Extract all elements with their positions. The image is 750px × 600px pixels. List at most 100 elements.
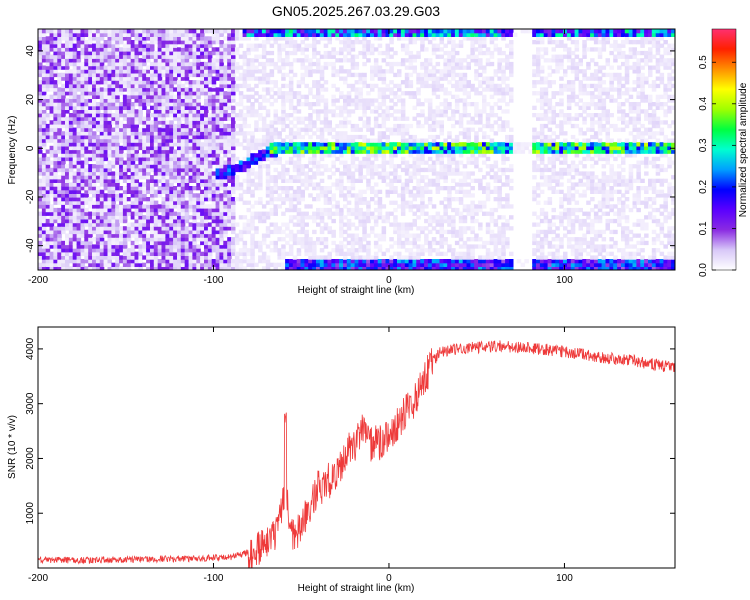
heatmap-cell [161,123,166,129]
heatmap-cell [381,69,387,74]
heatmap-cell [350,54,356,59]
heatmap-cell [130,116,136,121]
heatmap-cell [88,127,93,132]
heatmap-cell [153,204,159,209]
heatmap-cell [200,251,205,256]
heatmap-cell [343,32,348,37]
heatmap-cell [95,244,101,249]
heatmap-cell [381,262,387,267]
heatmap-cell [343,54,348,59]
heatmap-cell [215,222,221,227]
heatmap-cell [335,87,340,92]
heatmap-cell [261,240,267,246]
heatmap-cell [362,61,367,67]
heatmap-cell [180,142,186,147]
heatmap-cell [312,69,317,74]
heatmap-cell [277,87,282,92]
heatmap-cell [57,91,62,96]
heatmap-cell [188,134,194,140]
heatmap-cell [68,149,74,154]
heatmap-cell [142,61,147,67]
heatmap-cell [327,207,332,213]
heatmap-cell [308,262,313,267]
heatmap-cell [227,113,232,118]
heatmap-cell [122,186,128,191]
heatmap-cell [99,197,105,202]
heatmap-cell [231,94,236,99]
heatmap-cell [146,83,151,89]
heatmap-cell [273,149,278,154]
heatmap-cell [173,237,178,242]
heatmap-cell [150,43,155,48]
heatmap-cell [76,189,82,194]
heatmap-cell [76,237,82,242]
heatmap-cell [161,87,166,92]
heatmap-cell [215,175,221,180]
heatmap-cell [300,61,305,67]
heatmap-cell [153,131,159,136]
heatmap-cell [269,69,275,74]
heatmap-cell [153,153,159,158]
heatmap-cell [316,40,321,45]
heatmap-cell [49,171,55,176]
heatmap-cell [38,156,43,162]
heatmap-cell [122,207,128,213]
heatmap-cell [200,109,205,114]
heatmap-cell [308,61,313,67]
heatmap-cell [207,134,213,140]
heatmap-cell [130,145,136,151]
heatmap-cell [173,131,178,136]
heatmap-cell [308,32,313,37]
heatmap-cell [227,87,232,92]
heatmap-cell [57,102,62,107]
heatmap-cell [150,61,155,67]
heatmap-cell [103,98,109,103]
heatmap-cell [95,50,101,56]
heatmap-cell [319,153,325,158]
heatmap-cell [142,87,147,92]
heatmap-cell [41,233,47,238]
heatmap-cell [84,72,89,78]
heatmap-cell [146,240,151,246]
heatmap-cell [246,29,251,34]
heatmap-cell [142,244,147,249]
heatmap-cell [138,248,143,253]
heatmap-cell [227,40,232,45]
heatmap-cell [385,69,390,74]
heatmap-cell [188,240,194,246]
heatmap-cell [242,138,248,143]
heatmap-cell [61,149,66,154]
heatmap-cell [211,69,217,74]
heatmap-cell [354,259,360,264]
heatmap-cell [319,69,325,74]
heatmap-cell [57,43,62,48]
heatmap-cell [196,255,201,260]
heatmap-cell [258,244,263,249]
heatmap-cell [107,47,112,52]
heatmap-cell [223,72,228,78]
heatmap-cell [122,50,128,56]
heatmap-cell [234,240,240,246]
heatmap-cell [65,200,70,205]
heatmap-cell [381,233,387,238]
heatmap-cell [72,83,78,89]
heatmap-cell [366,120,371,125]
heatmap-cell [49,204,55,209]
heatmap-cell [65,218,70,224]
heatmap-cell [316,29,321,34]
heatmap-cell [261,204,267,209]
heatmap-cell [343,120,348,125]
heatmap-cell [180,54,186,59]
heatmap-cell [38,215,43,220]
heatmap-cell [115,248,120,253]
heatmap-cell [134,40,139,45]
heatmap-cell [134,116,139,121]
heatmap-cell [88,186,93,191]
heatmap-cell [292,178,298,183]
heatmap-cell [49,149,55,154]
heatmap-cell [296,193,302,198]
heatmap-cell [316,237,321,242]
heatmap-cell [119,156,124,162]
heatmap-cell [207,204,213,209]
heatmap-cell [273,189,278,194]
